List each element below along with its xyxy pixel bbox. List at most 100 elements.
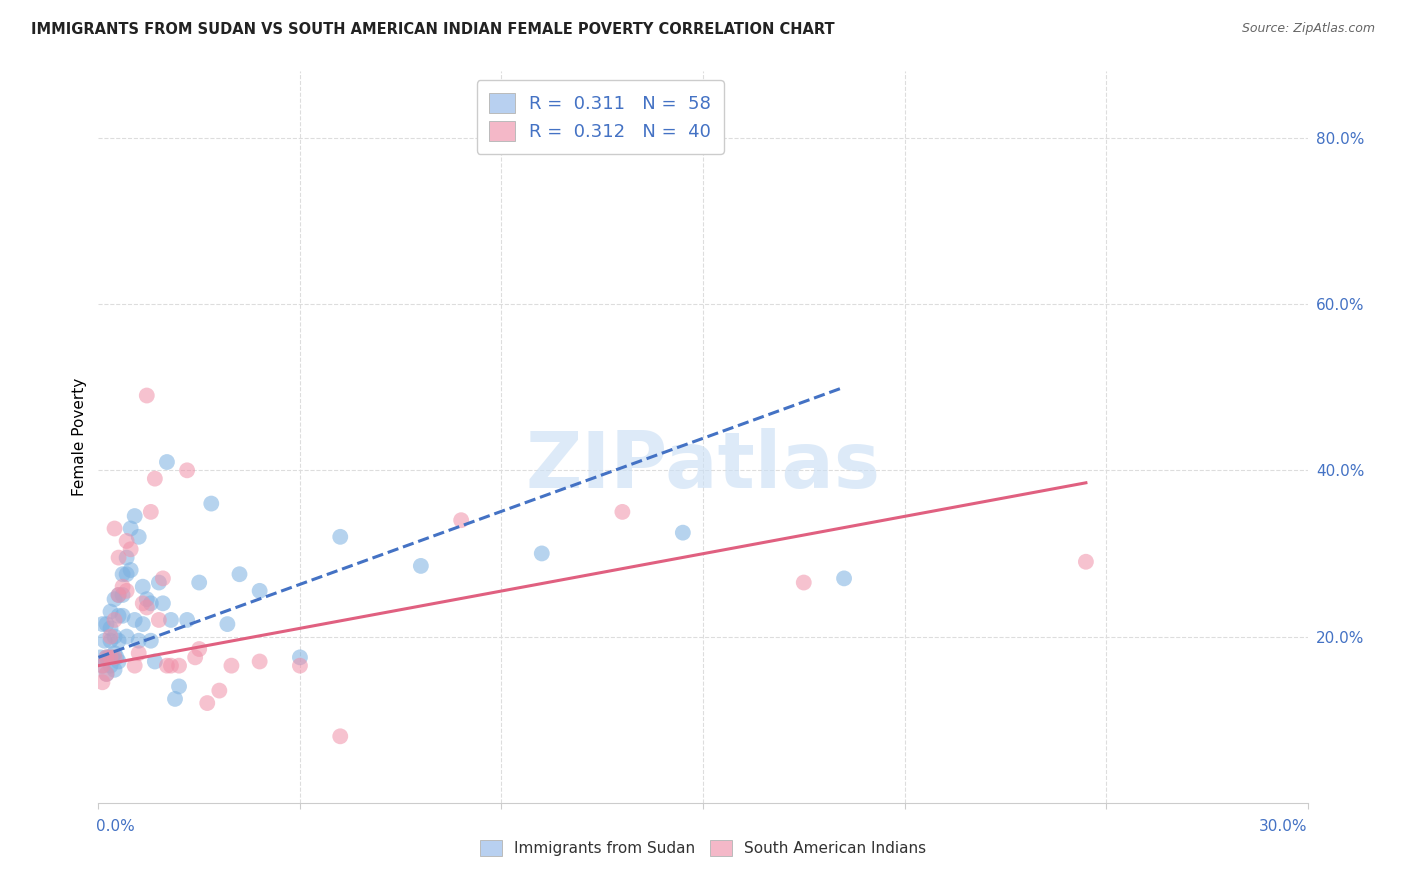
- Point: [100, 605, 122, 619]
- Point: [832, 571, 855, 585]
- Point: [135, 600, 157, 615]
- Point: [249, 583, 271, 598]
- Point: [128, 646, 150, 660]
- Point: [249, 655, 271, 669]
- Point: [97, 650, 120, 665]
- Point: [612, 505, 634, 519]
- Point: [91, 617, 114, 632]
- Point: [128, 530, 150, 544]
- Point: [107, 550, 129, 565]
- Point: [103, 613, 125, 627]
- Point: [111, 580, 134, 594]
- Y-axis label: Female Poverty: Female Poverty: [72, 378, 87, 496]
- Point: [188, 642, 211, 657]
- Point: [163, 692, 186, 706]
- Point: [167, 658, 190, 673]
- Point: [139, 596, 162, 610]
- Point: [100, 633, 122, 648]
- Point: [132, 596, 155, 610]
- Point: [160, 613, 183, 627]
- Point: [221, 658, 243, 673]
- Point: [103, 663, 125, 677]
- Point: [288, 658, 311, 673]
- Point: [329, 729, 352, 743]
- Point: [96, 667, 118, 681]
- Point: [139, 633, 162, 648]
- Point: [111, 567, 134, 582]
- Point: [188, 575, 211, 590]
- Point: [184, 650, 207, 665]
- Point: [152, 596, 174, 610]
- Point: [107, 608, 129, 623]
- Point: [200, 497, 222, 511]
- Point: [100, 658, 122, 673]
- Point: [96, 617, 118, 632]
- Point: [409, 558, 432, 573]
- Point: [143, 472, 166, 486]
- Point: [148, 575, 170, 590]
- Point: [96, 667, 118, 681]
- Point: [152, 571, 174, 585]
- Point: [135, 592, 157, 607]
- Point: [111, 588, 134, 602]
- Point: [107, 588, 129, 602]
- Point: [115, 583, 138, 598]
- Point: [107, 588, 129, 602]
- Point: [124, 613, 146, 627]
- Point: [176, 463, 198, 477]
- Point: [107, 655, 129, 669]
- Point: [1074, 555, 1097, 569]
- Point: [672, 525, 695, 540]
- Point: [450, 513, 472, 527]
- Point: [156, 658, 179, 673]
- Point: [91, 658, 114, 673]
- Point: [195, 696, 218, 710]
- Point: [793, 575, 815, 590]
- Point: [91, 675, 114, 690]
- Point: [288, 650, 311, 665]
- Point: [160, 658, 183, 673]
- Point: [103, 630, 125, 644]
- Point: [103, 592, 125, 607]
- Text: Source: ZipAtlas.com: Source: ZipAtlas.com: [1241, 22, 1375, 36]
- Point: [143, 655, 166, 669]
- Point: [103, 646, 125, 660]
- Point: [91, 658, 114, 673]
- Point: [208, 683, 231, 698]
- Point: [115, 567, 138, 582]
- Point: [128, 633, 150, 648]
- Point: [120, 521, 142, 535]
- Point: [93, 633, 115, 648]
- Point: [217, 617, 239, 632]
- Legend: R =  0.311   N =  58, R =  0.312   N =  40: R = 0.311 N = 58, R = 0.312 N = 40: [477, 80, 724, 153]
- Point: [103, 521, 125, 535]
- Point: [96, 650, 118, 665]
- Text: ZIPatlas: ZIPatlas: [526, 428, 880, 504]
- Text: 30.0%: 30.0%: [1260, 820, 1308, 834]
- Text: 0.0%: 0.0%: [96, 820, 135, 834]
- Point: [148, 613, 170, 627]
- Point: [139, 505, 162, 519]
- Point: [100, 630, 122, 644]
- Point: [167, 680, 190, 694]
- Point: [135, 388, 157, 402]
- Point: [115, 533, 138, 548]
- Point: [115, 630, 138, 644]
- Point: [101, 650, 124, 665]
- Point: [96, 650, 118, 665]
- Point: [100, 650, 122, 665]
- Point: [120, 542, 142, 557]
- Point: [124, 509, 146, 524]
- Text: IMMIGRANTS FROM SUDAN VS SOUTH AMERICAN INDIAN FEMALE POVERTY CORRELATION CHART: IMMIGRANTS FROM SUDAN VS SOUTH AMERICAN …: [31, 22, 835, 37]
- Point: [105, 650, 128, 665]
- Point: [107, 633, 129, 648]
- Point: [132, 580, 155, 594]
- Point: [103, 650, 125, 665]
- Point: [329, 530, 352, 544]
- Point: [89, 650, 111, 665]
- Point: [111, 608, 134, 623]
- Legend: Immigrants from Sudan, South American Indians: Immigrants from Sudan, South American In…: [474, 834, 932, 862]
- Point: [530, 546, 553, 560]
- Point: [124, 658, 146, 673]
- Point: [156, 455, 179, 469]
